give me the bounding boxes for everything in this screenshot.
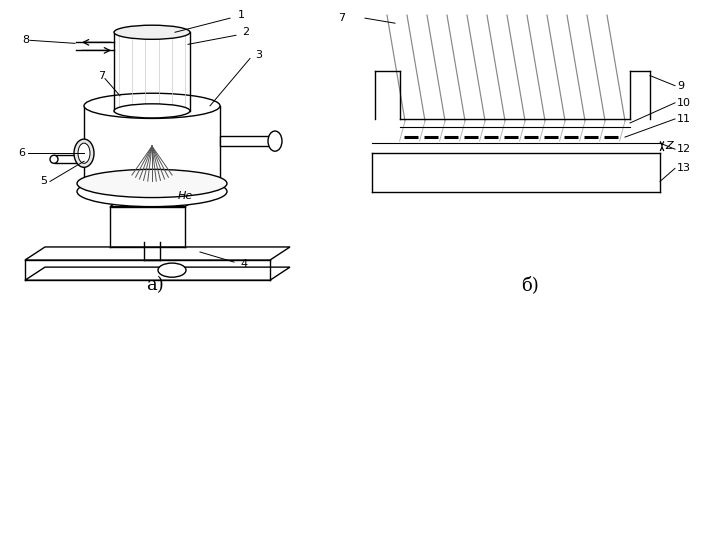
Text: Z: Z: [665, 141, 672, 151]
Text: 4: 4: [240, 259, 247, 269]
Text: 2: 2: [242, 27, 249, 37]
Text: 13: 13: [677, 163, 691, 173]
Ellipse shape: [114, 104, 190, 118]
Text: 12: 12: [677, 144, 691, 154]
Text: а): а): [146, 276, 164, 294]
Text: 12 – рентгенорезист; 13 – подложка; Z – зазор (~ 10 мкм).: 12 – рентгенорезист; 13 – подложка; Z – …: [143, 488, 577, 502]
Ellipse shape: [84, 93, 220, 118]
Ellipse shape: [77, 170, 227, 198]
Text: 5: 5: [40, 177, 47, 186]
Text: 9 – рамка рентгеношабона; 10 - мембрана рентгеношаблона: 9 – рамка рентгеношабона; 10 - мембрана …: [135, 431, 585, 447]
Text: 11: 11: [677, 114, 691, 124]
Text: 1: 1: [238, 10, 245, 20]
Ellipse shape: [84, 176, 220, 198]
Polygon shape: [25, 247, 290, 260]
Polygon shape: [54, 155, 84, 163]
Text: (толщиной ~ 6 мкм); 11- тонкопленочный рисунок;: (толщиной ~ 6 мкм); 11- тонкопленочный р…: [169, 460, 551, 474]
Text: 3: 3: [255, 50, 262, 60]
Text: 4- подложка и рентгеношаблон; 5 - бериллиевое окно;: 4- подложка и рентгеношаблон; 5 - берилл…: [159, 376, 561, 390]
Polygon shape: [25, 267, 290, 280]
Polygon shape: [110, 197, 200, 207]
Ellipse shape: [74, 139, 94, 167]
Ellipse shape: [77, 177, 227, 207]
Text: 6: 6: [18, 148, 25, 158]
Text: б): б): [521, 276, 539, 294]
Text: 1 – мишень; 2 – вакуумная камера; 3 – электронная пушка;: 1 – мишень; 2 – вакуумная камера; 3 – эл…: [143, 348, 577, 361]
Text: 9: 9: [677, 80, 684, 91]
Text: 8: 8: [22, 35, 29, 45]
Text: 7: 7: [98, 71, 105, 80]
Ellipse shape: [114, 25, 190, 39]
Text: 6 – патрубок для откачки; 7 – рентгеновские лучи; 8 – вода;: 6 – патрубок для откачки; 7 – рентгеновс…: [137, 404, 583, 418]
Ellipse shape: [268, 131, 282, 151]
Text: Нe: Нe: [178, 191, 193, 200]
Ellipse shape: [158, 263, 186, 277]
Ellipse shape: [50, 155, 58, 163]
Text: Установка РЛ (а) и схема экспонирования (б):: Установка РЛ (а) и схема экспонирования …: [191, 320, 529, 334]
Text: 10: 10: [677, 98, 691, 108]
Polygon shape: [220, 136, 275, 146]
Text: 7: 7: [338, 13, 345, 23]
Ellipse shape: [78, 143, 90, 163]
